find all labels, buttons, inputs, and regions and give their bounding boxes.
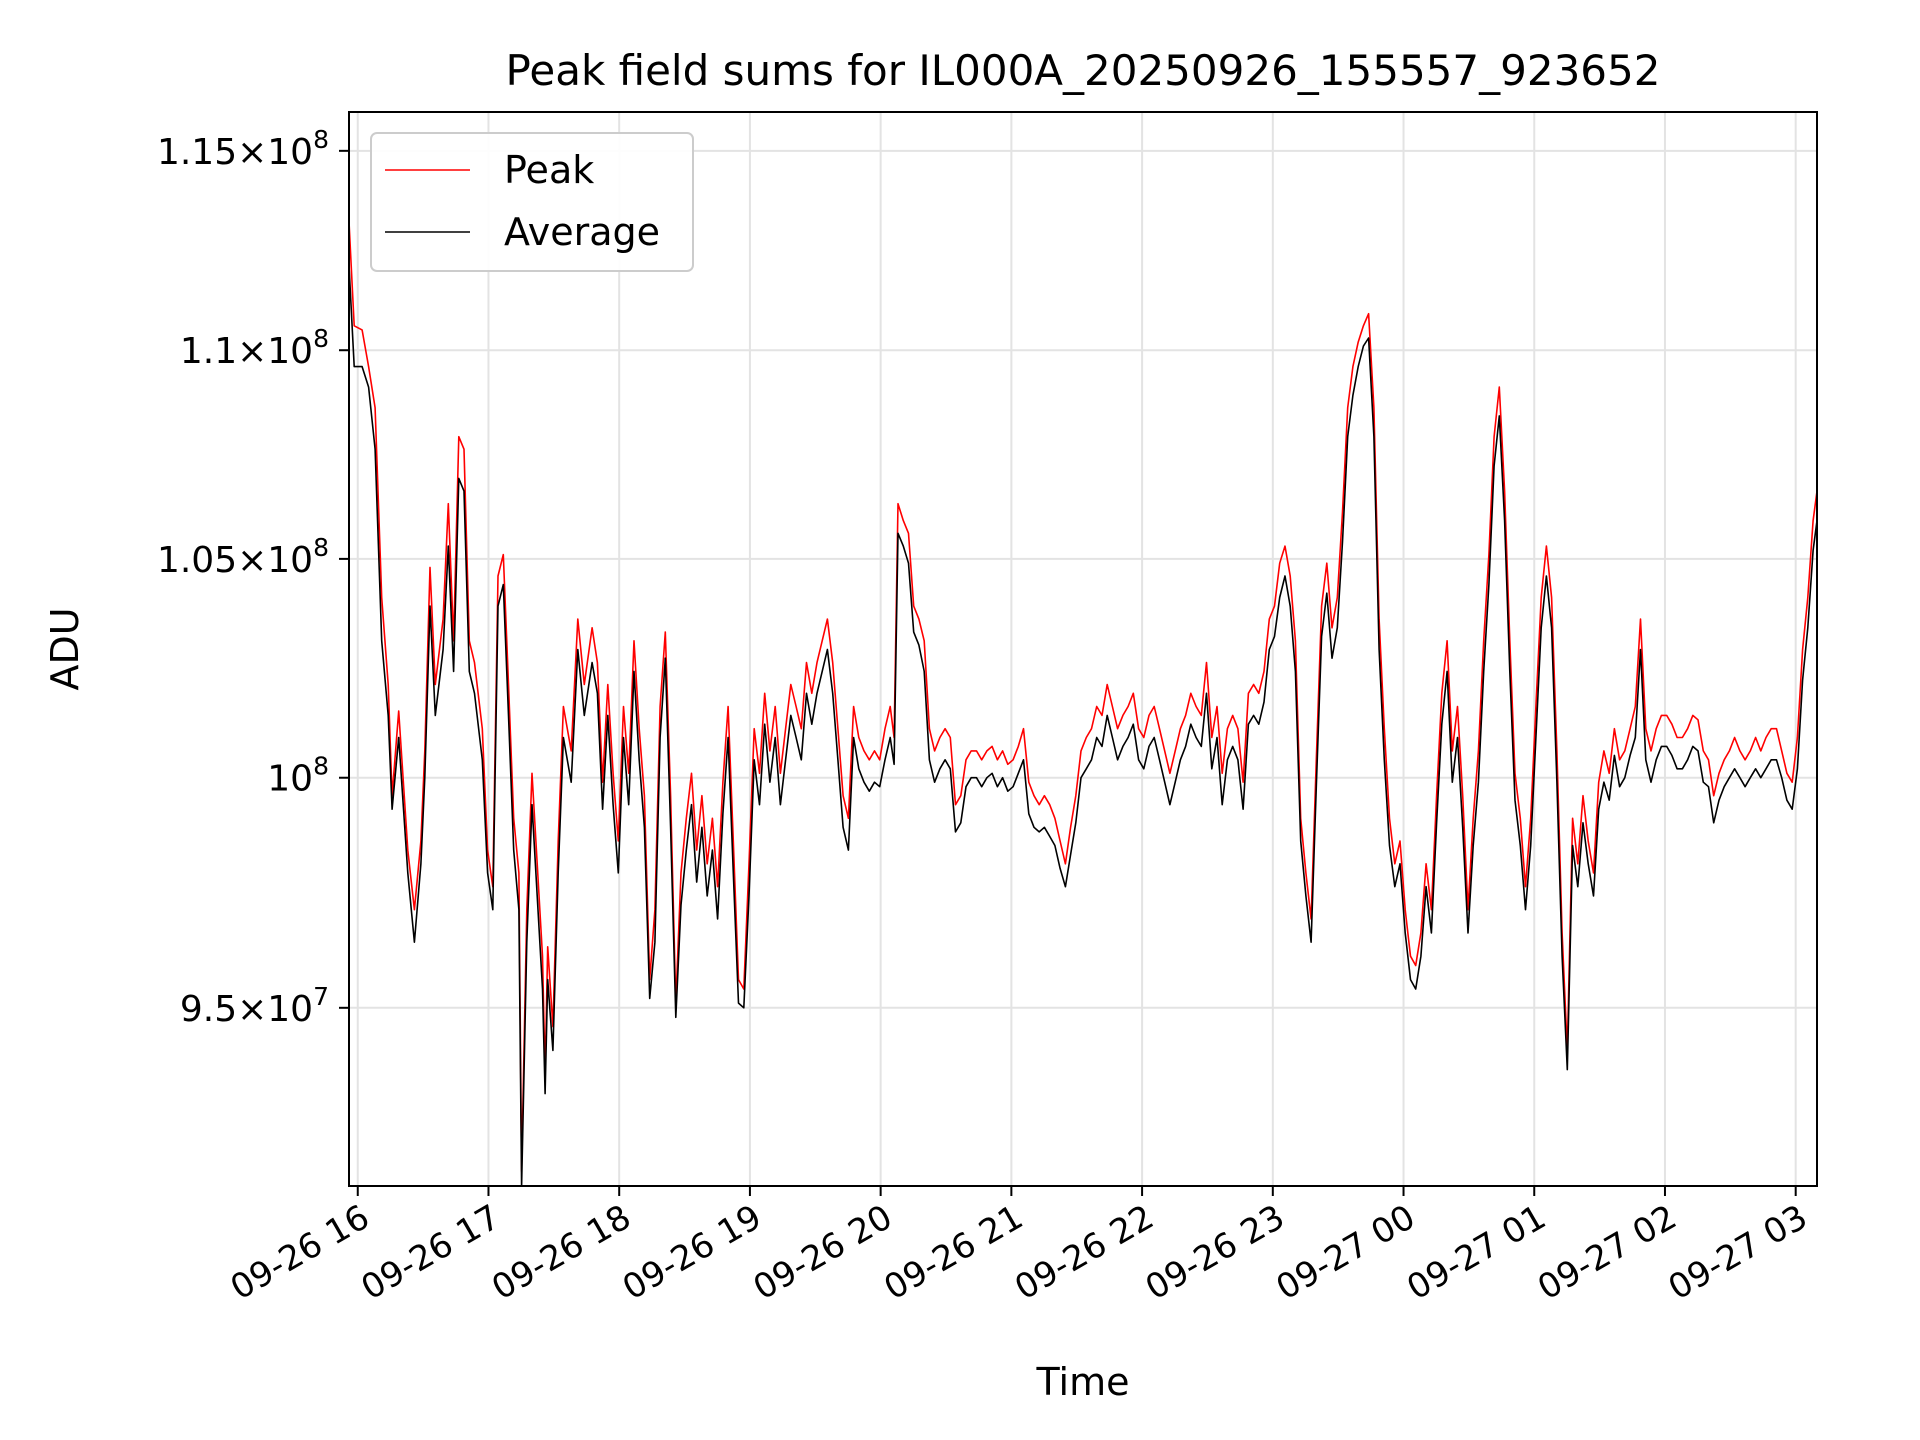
x-axis-label: Time xyxy=(1036,1360,1130,1404)
series-line-peak xyxy=(348,221,1818,1173)
y-tick-label: 9.5×107 xyxy=(180,982,329,1030)
legend-box xyxy=(370,132,694,272)
plot-area xyxy=(348,221,1818,1187)
plot-frame xyxy=(348,111,1818,1187)
series-line-average xyxy=(348,265,1818,1187)
y-tick-label: 1.1×108 xyxy=(180,324,329,372)
y-tick-label: 108 xyxy=(267,752,329,800)
legend-peak-label: Peak xyxy=(504,148,594,192)
legend-average-label: Average xyxy=(504,210,660,254)
legend: Peak Average xyxy=(370,132,694,272)
y-axis: 9.5×107 108 1.05×108 1.1×108 1.15×108 xyxy=(157,125,349,1030)
chart-title: Peak field sums for IL000A_20250926_1555… xyxy=(506,46,1661,95)
y-axis-label: ADU xyxy=(43,607,87,690)
y-tick-label: 1.15×108 xyxy=(157,125,329,173)
grid xyxy=(349,112,1817,1186)
y-tick-label: 1.05×108 xyxy=(157,533,329,581)
